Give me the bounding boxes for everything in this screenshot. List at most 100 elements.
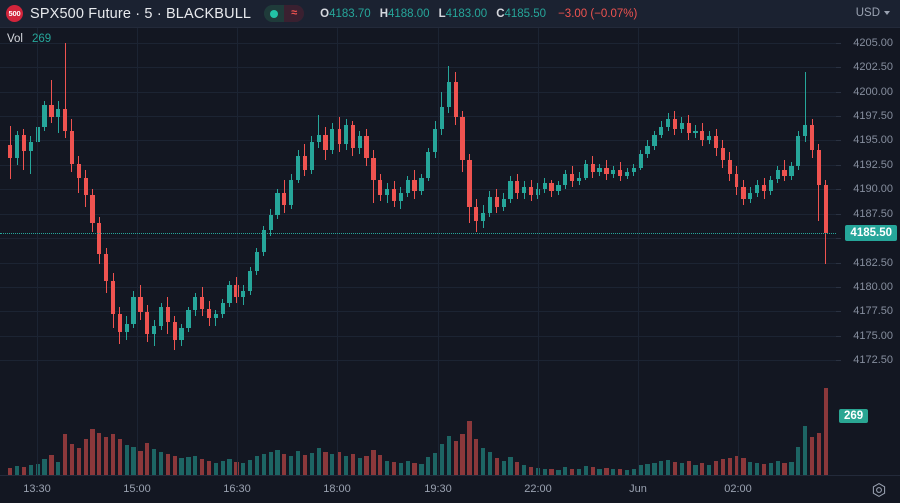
time-axis-label: 19:30: [424, 483, 452, 495]
volume-bar: [378, 454, 383, 475]
candle-body: [213, 314, 218, 319]
volume-bar: [542, 468, 547, 475]
volume-bar: [158, 452, 164, 475]
candle-body: [761, 185, 767, 192]
candle-body: [76, 163, 81, 178]
volume-indicator-legend[interactable]: Vol 269: [7, 33, 51, 45]
open-value: 4183.70: [329, 7, 371, 20]
volume-bar: [816, 432, 821, 475]
time-gridline: [337, 28, 338, 475]
candle-body: [145, 312, 150, 334]
volume-bar: [707, 465, 712, 475]
toggle-line-option[interactable]: ≈: [284, 5, 305, 22]
candle-wick: [804, 71, 806, 143]
volume-bar: [145, 443, 150, 475]
candle-body: [97, 223, 102, 254]
price-gridline: [0, 189, 836, 191]
candle-body: [700, 130, 705, 141]
low-label: L: [438, 7, 446, 20]
candle-body: [28, 142, 33, 152]
candle-body: [611, 169, 616, 174]
time-axis[interactable]: 13:30 15:00 16:30 18:00 19:30 22:00 Jun 02:00: [0, 475, 900, 503]
candle-body: [316, 134, 321, 143]
price-tick: [836, 213, 841, 215]
price-tick: [836, 67, 841, 69]
current-price-line: [0, 233, 836, 235]
price-plot-area[interactable]: [0, 28, 836, 475]
volume-bar: [474, 438, 479, 475]
time-axis-label: 15:00: [123, 483, 151, 495]
symbol-title[interactable]: SPX500 Future · 5 · BLACKBULL: [30, 5, 252, 22]
price-axis-label: 4192.50: [853, 158, 893, 171]
candle-body: [405, 179, 410, 194]
price-axis-label: 4182.50: [853, 256, 893, 269]
candle-body: [21, 134, 27, 152]
volume-bar: [83, 438, 88, 475]
price-tick: [836, 287, 841, 289]
candle-body: [446, 81, 451, 108]
volume-bar: [460, 434, 465, 475]
toggle-candles-option[interactable]: [264, 5, 285, 22]
volume-bar: [665, 460, 671, 475]
volume-bar: [453, 441, 458, 475]
volume-legend-name: Vol: [7, 33, 23, 45]
current-volume-badge[interactable]: 269: [839, 409, 869, 423]
volume-bar: [309, 453, 314, 475]
volume-bar: [241, 463, 246, 475]
volume-bar: [186, 456, 191, 475]
volume-bar: [618, 468, 623, 475]
candle-body: [597, 167, 602, 172]
price-axis-label: 4172.50: [853, 354, 893, 367]
candle-wick: [30, 136, 32, 174]
price-tick: [836, 262, 841, 264]
candle-body: [343, 124, 349, 145]
current-price-badge[interactable]: 4185.50: [845, 225, 897, 242]
candle-body: [748, 193, 753, 200]
price-tick: [836, 164, 841, 166]
volume-bar: [391, 462, 397, 475]
price-tick: [836, 189, 841, 191]
series-style-toggle[interactable]: ≈: [264, 5, 305, 22]
volume-bar: [302, 454, 308, 475]
candle-body: [501, 199, 506, 207]
volume-bar: [49, 454, 54, 475]
volume-bar: [720, 459, 726, 475]
candle-body: [453, 81, 458, 117]
candle-body: [439, 107, 445, 129]
volume-bar: [268, 451, 273, 475]
price-axis[interactable]: 4205.00 4202.50 4200.00 4197.50 4195.00 4192.…: [836, 28, 900, 475]
time-gridline: [137, 28, 138, 475]
hex-settings-icon[interactable]: [871, 482, 887, 498]
candle-wick: [50, 79, 52, 123]
price-tick: [836, 311, 841, 313]
volume-bar: [576, 469, 582, 475]
volume-bar: [110, 434, 116, 475]
price-axis-label: 4175.00: [853, 329, 893, 342]
candle-body: [474, 206, 479, 221]
price-tick: [836, 42, 841, 44]
time-gridline: [538, 28, 539, 475]
wave-icon: ≈: [291, 7, 298, 19]
candle-body: [563, 173, 568, 186]
currency-selector[interactable]: USD: [856, 7, 890, 19]
candle-body: [672, 118, 678, 129]
candle-body: [357, 136, 362, 149]
candle-body: [261, 230, 266, 252]
volume-bar: [570, 468, 575, 475]
price-tick: [836, 140, 841, 142]
candle-body: [796, 136, 801, 166]
volume-bar: [748, 462, 753, 475]
volume-bar: [62, 433, 68, 475]
candle-body: [638, 154, 643, 168]
candle-body: [8, 145, 13, 158]
volume-bar: [522, 465, 527, 475]
candle-body: [234, 285, 239, 297]
time-axis-label: 02:00: [724, 483, 752, 495]
volume-bar: [8, 467, 13, 475]
volume-bar: [234, 462, 239, 475]
volume-bar: [398, 463, 403, 475]
candle-body: [302, 156, 308, 170]
volume-bar: [775, 461, 780, 475]
candle-body: [727, 159, 732, 174]
candle-body: [15, 134, 20, 158]
